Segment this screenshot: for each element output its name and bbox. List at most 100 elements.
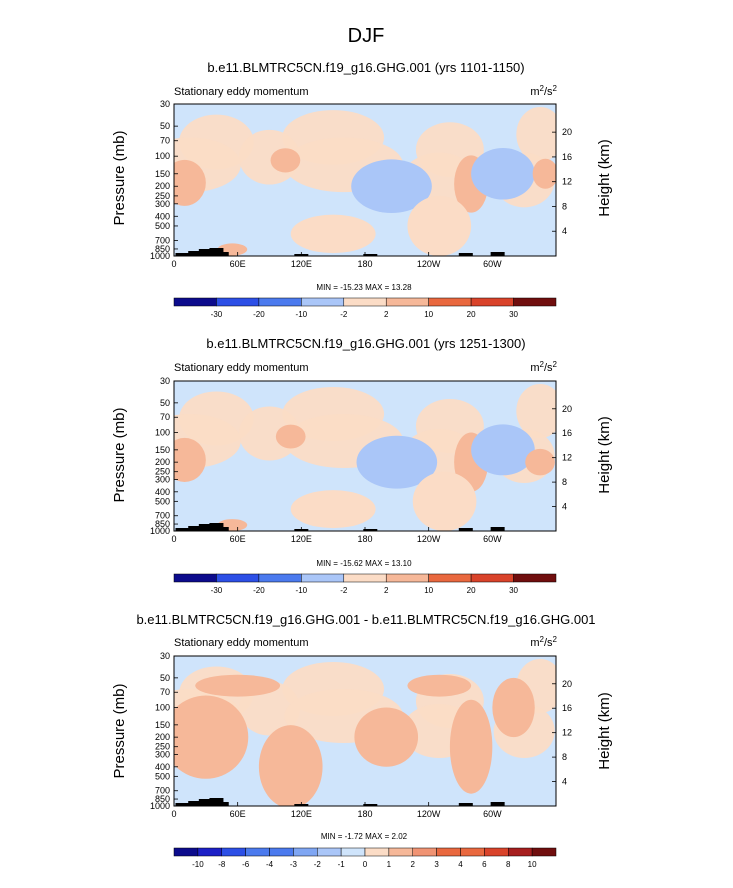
y-tick-label: 150 (155, 720, 170, 730)
colorbar-box (245, 847, 270, 857)
colorbar-box (343, 573, 387, 583)
y-tick-label: 150 (155, 169, 170, 179)
panel-3: b.e11.BLMTRC5CN.f19_g16.GHG.001 - b.e11.… (111, 612, 613, 869)
topography (188, 526, 203, 531)
colorbar-box (301, 573, 345, 583)
contour-feature (407, 195, 472, 256)
colorbar-box (258, 297, 302, 307)
y-tick-label: 50 (160, 673, 170, 683)
colorbar-label: -2 (340, 310, 348, 319)
y-tick-label: 250 (155, 467, 170, 477)
colorbar-box (513, 573, 557, 583)
y2-tick-label: 16 (562, 703, 572, 713)
colorbar-label: -20 (253, 586, 265, 595)
x-tick-label: 120W (417, 809, 441, 819)
colorbar-box (317, 847, 342, 857)
contour-feature (174, 695, 249, 779)
y-tick-label: 700 (155, 511, 170, 521)
topography (214, 802, 229, 806)
y2-tick-label: 8 (562, 201, 567, 211)
panel-1-stats: MIN = -15.23 MAX = 13.28 (316, 283, 412, 292)
colorbar-box (436, 847, 461, 857)
colorbar-box (173, 847, 199, 857)
contour-feature (532, 158, 556, 189)
colorbar-label: -4 (266, 860, 274, 869)
colorbar-label: -3 (290, 860, 298, 869)
contour-feature (351, 159, 432, 214)
contour-feature (449, 699, 493, 794)
colorbar-box (385, 297, 429, 307)
colorbar-label: 1 (387, 860, 392, 869)
topography (490, 527, 505, 531)
topography (175, 528, 190, 531)
y-tick-label: 300 (155, 749, 170, 759)
y-tick-label: 850 (155, 244, 170, 254)
contour-field (174, 656, 556, 806)
y-tick-label: 250 (155, 742, 170, 752)
colorbar-label: 20 (467, 310, 476, 319)
topography (214, 252, 229, 256)
x-tick-label: 60E (230, 259, 246, 269)
topography (214, 527, 229, 531)
contour-field (174, 104, 556, 256)
colorbar-label: -10 (296, 586, 308, 595)
x-tick-label: 60W (483, 809, 502, 819)
colorbar-box (197, 847, 222, 857)
panel-1-title: b.e11.BLMTRC5CN.f19_g16.GHG.001 (yrs 110… (207, 60, 524, 75)
y2-tick-label: 16 (562, 152, 572, 162)
colorbar-box (258, 573, 302, 583)
y2-tick-label: 12 (562, 728, 572, 738)
y2-tick-label: 4 (562, 777, 567, 787)
y-tick-label: 400 (155, 211, 170, 221)
panel-1-ylabel: Pressure (mb) (111, 130, 128, 225)
colorbar-box (269, 847, 294, 857)
x-tick-label: 60W (483, 534, 502, 544)
topography (175, 803, 190, 806)
topography (363, 529, 378, 531)
colorbar-label: -1 (338, 860, 346, 869)
colorbar-label: 10 (424, 310, 433, 319)
panel-2-units: m2/s2 (530, 360, 557, 374)
colorbar-box (343, 297, 387, 307)
colorbar-box (412, 847, 437, 857)
y-tick-label: 500 (155, 771, 170, 781)
panel-1: b.e11.BLMTRC5CN.f19_g16.GHG.001 (yrs 110… (111, 60, 613, 319)
contour-feature (258, 725, 323, 806)
x-tick-label: 0 (171, 809, 176, 819)
contour-feature (471, 147, 535, 200)
colorbar-label: 2 (384, 586, 389, 595)
colorbar-box (301, 297, 345, 307)
y-tick-label: 850 (155, 519, 170, 529)
y-tick-label: 100 (155, 428, 170, 438)
y2-tick-label: 20 (562, 679, 572, 689)
y-tick-label: 400 (155, 487, 170, 497)
x-tick-label: 120E (291, 534, 312, 544)
colorbar-box (484, 847, 509, 857)
colorbar-label: -20 (253, 310, 265, 319)
contour-feature (407, 674, 472, 697)
colorbar-label: -8 (218, 860, 226, 869)
topography (188, 251, 203, 256)
y-tick-label: 200 (155, 732, 170, 742)
contour-feature (270, 148, 301, 173)
topography (198, 524, 213, 531)
y2-tick-label: 8 (562, 752, 567, 762)
colorbar-box (513, 297, 557, 307)
panel-2-ylabel: Pressure (mb) (111, 407, 128, 502)
x-tick-label: 60E (230, 809, 246, 819)
topography (490, 252, 505, 256)
topography (198, 249, 213, 256)
colorbar-label: -10 (192, 860, 204, 869)
panel-3-y2label: Height (km) (596, 692, 613, 770)
colorbar-box (216, 573, 260, 583)
y2-tick-label: 20 (562, 404, 572, 414)
colorbar-label: -2 (314, 860, 322, 869)
panel-1-subtitle: Stationary eddy momentum (174, 86, 309, 98)
contour-feature (275, 424, 306, 449)
colorbar-box (221, 847, 246, 857)
y-tick-label: 700 (155, 786, 170, 796)
contour-feature (195, 674, 281, 697)
y2-tick-label: 12 (562, 177, 572, 187)
panel-2-title: b.e11.BLMTRC5CN.f19_g16.GHG.001 (yrs 125… (206, 336, 525, 351)
